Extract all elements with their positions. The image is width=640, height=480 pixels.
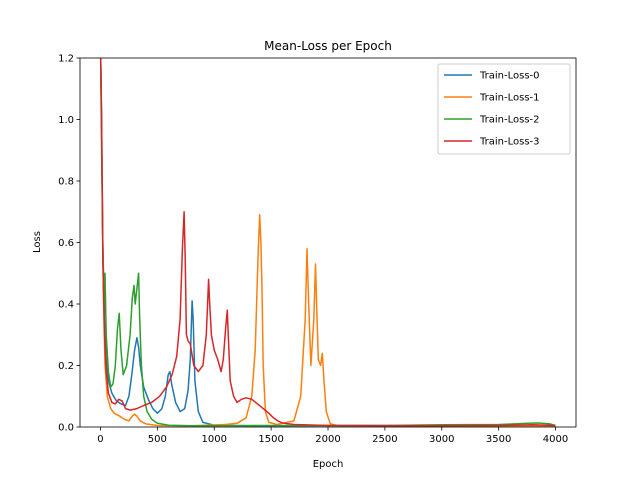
x-tick-label: 1500 bbox=[258, 434, 283, 445]
y-tick-label: 0.8 bbox=[58, 177, 74, 188]
legend-label: Train-Loss-3 bbox=[479, 137, 540, 148]
chart-title: Mean-Loss per Epoch bbox=[264, 39, 392, 53]
legend-label: Train-Loss-0 bbox=[479, 71, 540, 82]
x-axis-label: Epoch bbox=[313, 459, 344, 470]
series-line-1 bbox=[99, 58, 556, 427]
x-tick-label: 1000 bbox=[202, 434, 227, 445]
legend-label: Train-Loss-2 bbox=[479, 115, 540, 126]
x-tick-label: 3000 bbox=[429, 434, 454, 445]
x-tick-label: 4000 bbox=[543, 434, 568, 445]
series-line-3 bbox=[99, 58, 556, 427]
y-tick-label: 1.0 bbox=[58, 115, 74, 126]
legend-label: Train-Loss-1 bbox=[479, 93, 540, 104]
y-tick-label: 0.2 bbox=[58, 361, 74, 372]
x-tick-label: 0 bbox=[97, 434, 103, 445]
y-tick-label: 0.4 bbox=[58, 300, 74, 311]
legend: Train-Loss-0 Train-Loss-1 Train-Loss-2 Trai… bbox=[437, 63, 571, 155]
y-tick-label: 0.0 bbox=[58, 423, 74, 434]
y-tick-label: 0.6 bbox=[58, 238, 74, 249]
x-tick-label: 2000 bbox=[315, 434, 340, 445]
legend-box bbox=[437, 63, 571, 155]
y-axis-label: Loss bbox=[32, 231, 43, 253]
y-tick-label: 1.2 bbox=[58, 54, 74, 65]
x-tick-label: 3500 bbox=[486, 434, 511, 445]
x-tick-label: 2500 bbox=[372, 434, 397, 445]
x-tick-label: 500 bbox=[148, 434, 167, 445]
